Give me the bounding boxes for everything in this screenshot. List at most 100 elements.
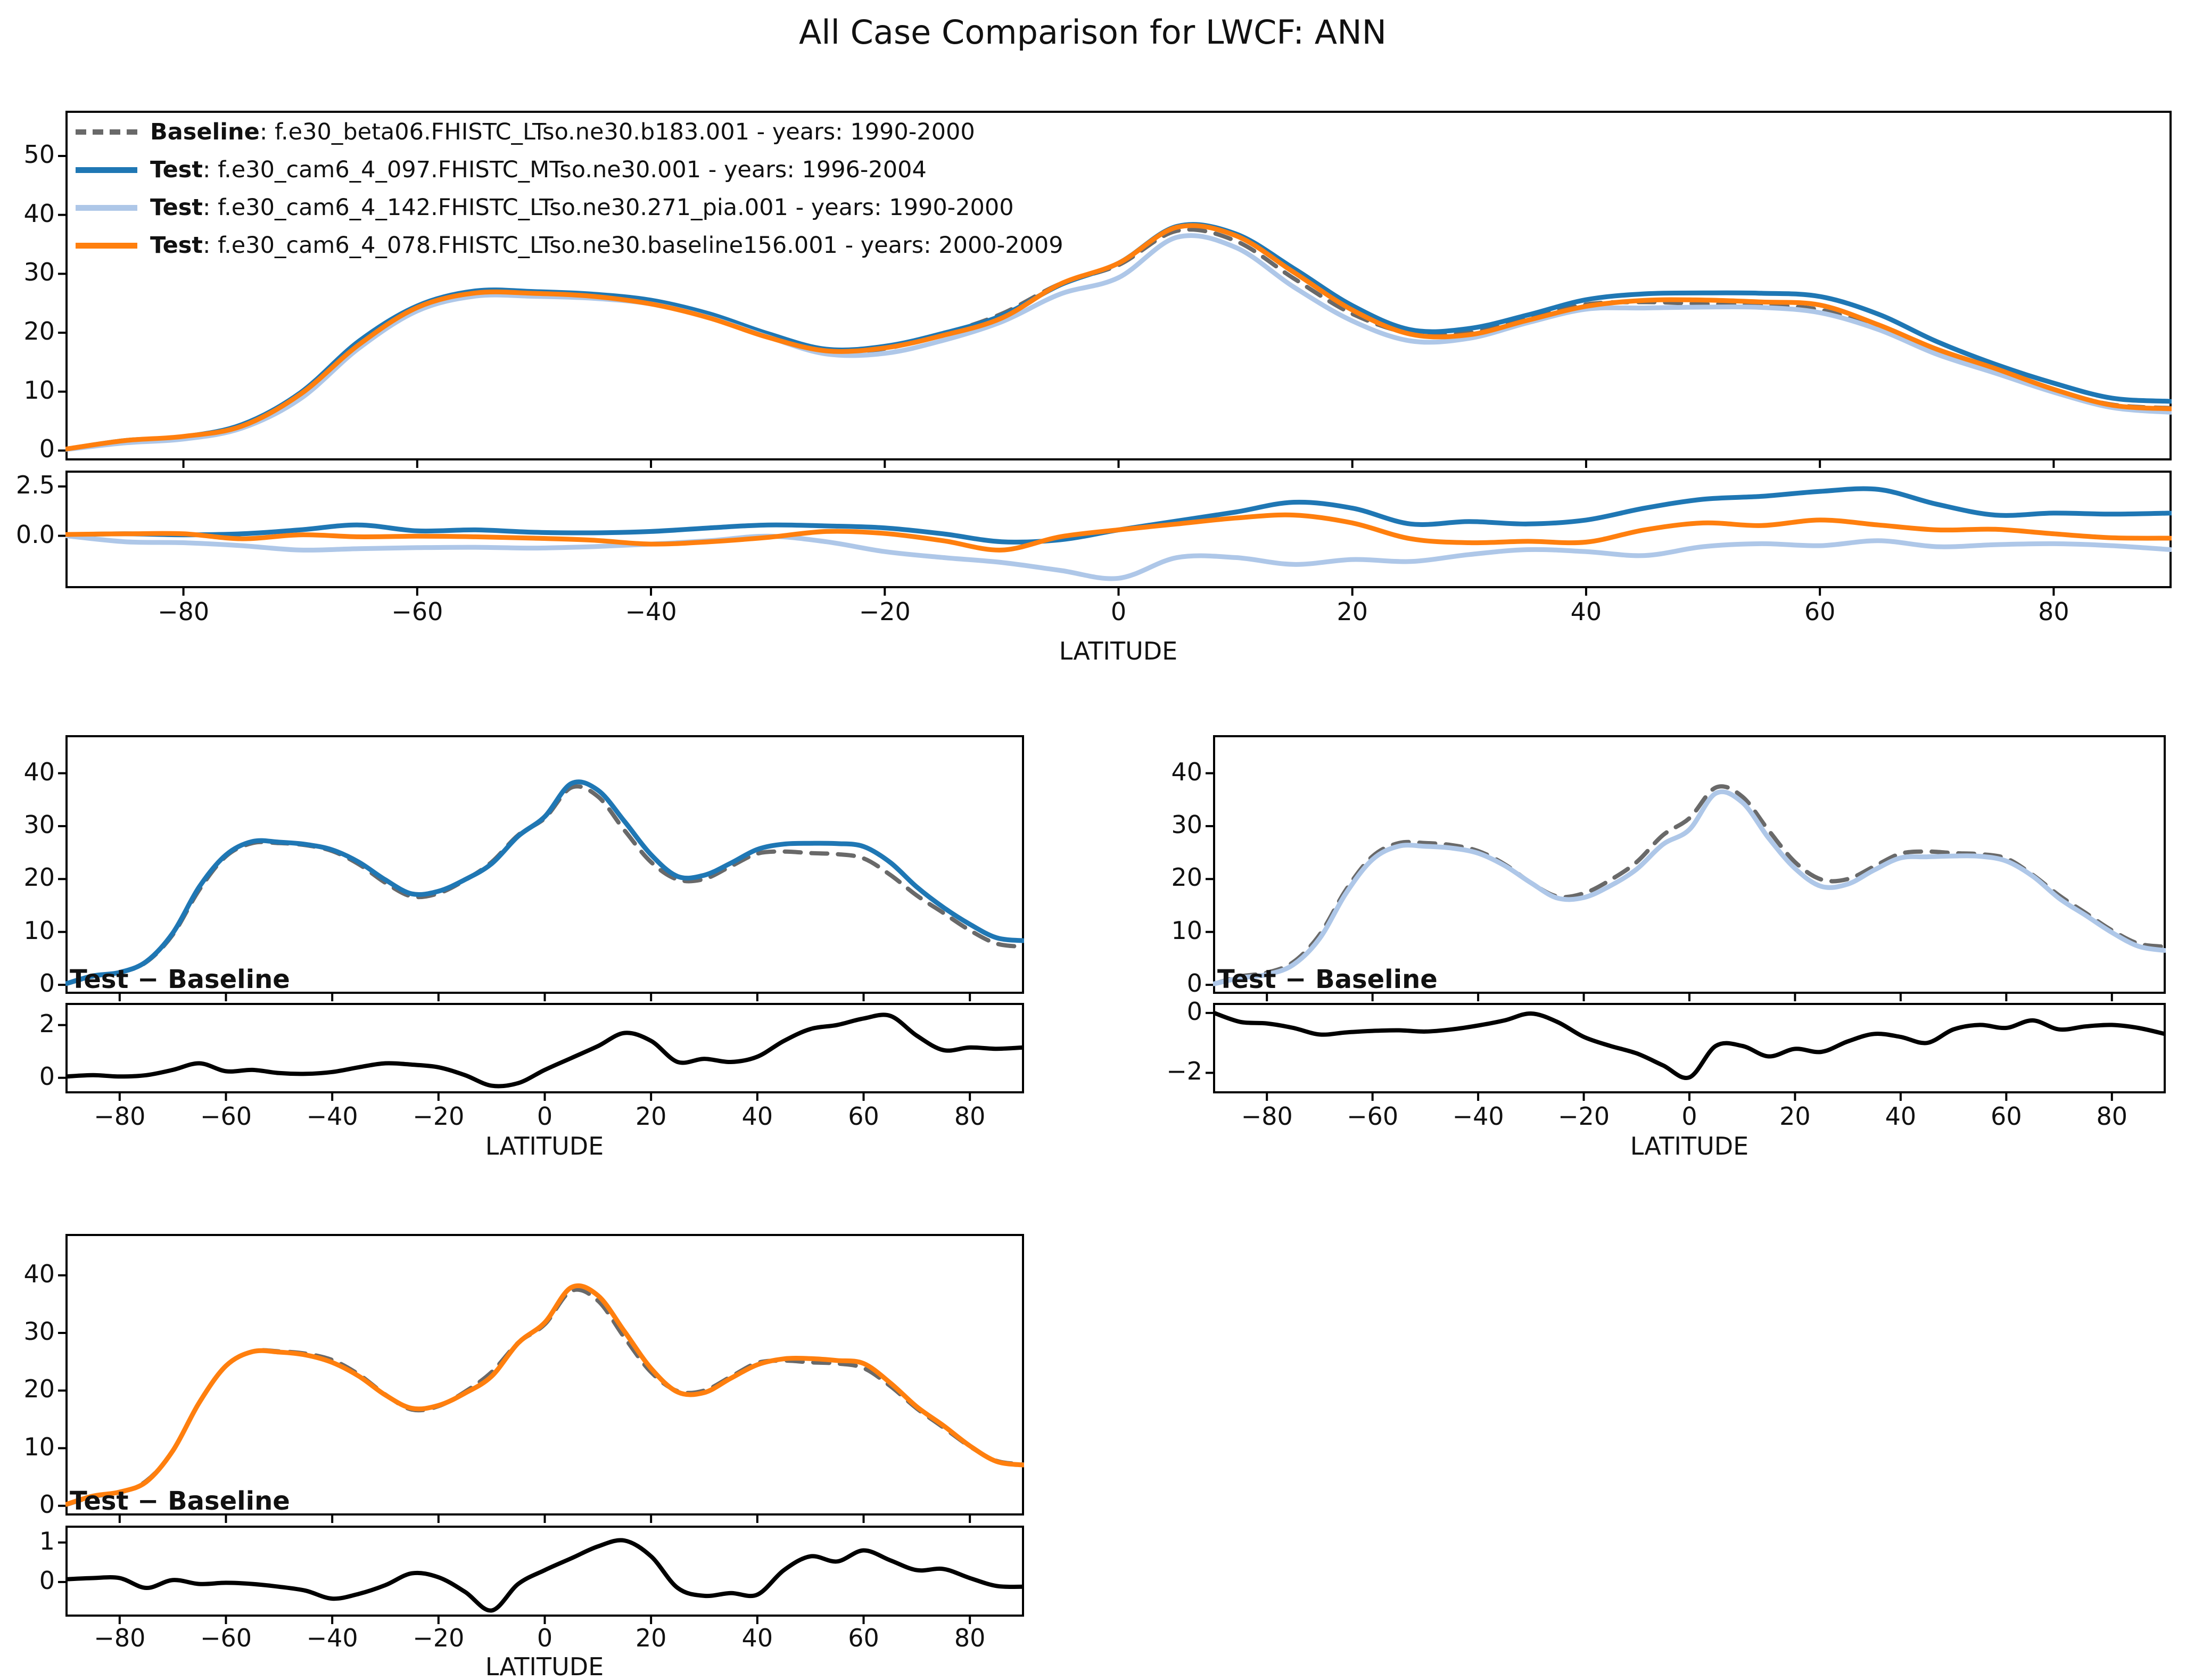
x-tick-label: −40 (1452, 1102, 1504, 1131)
diff-annotation-test3: Test − Baseline (70, 1486, 290, 1516)
y-tick-label: 20 (23, 863, 55, 892)
legend-item-test1: Test: f.e30_cam6_4_097.FHISTC_MTso.ne30.… (76, 157, 1063, 183)
y-tick-label: 20 (23, 317, 55, 346)
x-tick-label: 80 (2038, 597, 2069, 626)
legend-item-test3: Test: f.e30_cam6_4_078.FHISTC_LTso.ne30.… (76, 232, 1063, 259)
x-tick-label: −20 (1558, 1102, 1610, 1131)
x-tick-label: 20 (635, 1624, 667, 1652)
legend-label-text: : f.e30_cam6_4_097.FHISTC_MTso.ne30.001 … (202, 157, 927, 183)
x-tick-label: 40 (1570, 597, 1602, 626)
x-tick-label: −80 (94, 1624, 146, 1652)
y-tick-label: 30 (23, 810, 55, 839)
legend-swatch-test2 (76, 204, 137, 211)
page-title: All Case Comparison for LWCF: ANN (799, 13, 1387, 52)
y-tick-label: 30 (23, 258, 55, 287)
legend: Baseline: f.e30_beta06.FHISTC_LTso.ne30.… (76, 119, 1063, 259)
legend-label-text: : f.e30_cam6_4_142.FHISTC_LTso.ne30.271_… (202, 194, 1014, 221)
y-tick-label: 0 (39, 434, 55, 464)
y-tick-label: 10 (23, 1432, 55, 1461)
curve-test2-all-cases (65, 233, 2172, 452)
x-tick-label: 80 (2096, 1102, 2128, 1131)
x-tick-label: 40 (741, 1624, 773, 1652)
test2-vs-baseline-border (1213, 735, 2166, 994)
legend-label-bold: Test (150, 157, 203, 183)
diff-curve-d3-test3-vs-baseline (65, 1538, 1024, 1613)
legend-label-text: : f.e30_beta06.FHISTC_LTso.ne30.b183.001… (259, 119, 975, 145)
x-tick-label: 0 (537, 1102, 553, 1131)
x-tick-label: −80 (94, 1102, 146, 1131)
y-tick-label: −2 (1166, 1057, 1202, 1086)
x-tick-label: 60 (1991, 1102, 2022, 1131)
curve-test3-test3-vs-baseline (65, 1283, 1024, 1507)
x-axis-label-bottom: LATITUDE (485, 1652, 604, 1680)
curve-test3-all-cases (65, 223, 2172, 451)
legend-label-bold: Test (150, 194, 203, 221)
y-tick-label: 40 (1171, 757, 1202, 786)
diff-curve-d1-all-cases (65, 486, 2172, 545)
x-tick-label: −20 (413, 1102, 465, 1131)
y-tick-label: 0.0 (15, 520, 55, 549)
y-tick-label: 0 (1186, 969, 1202, 998)
diff-annotation-test1: Test − Baseline (70, 965, 290, 994)
diff-curve-d2-test2-vs-baseline (1213, 1010, 2166, 1080)
x-tick-label: 60 (848, 1624, 879, 1652)
x-tick-label: −60 (391, 597, 443, 626)
y-tick-label: 10 (1171, 916, 1202, 945)
y-tick-label: 50 (23, 140, 55, 169)
curve-test2-test2-vs-baseline (1213, 789, 2166, 986)
y-tick-label: 20 (1171, 863, 1202, 892)
legend-label-bold: Baseline (150, 119, 260, 145)
diff-curve-d2-all-cases (65, 533, 2172, 581)
x-tick-label: 40 (1885, 1102, 1917, 1131)
y-tick-label: 0 (1186, 997, 1202, 1026)
x-tick-label: −60 (200, 1102, 252, 1131)
y-tick-label: 2 (39, 1009, 55, 1038)
y-tick-label: 0 (39, 1489, 55, 1519)
y-tick-label: 40 (23, 757, 55, 786)
legend-swatch-test1 (76, 167, 137, 173)
y-tick-label: 0 (39, 1061, 55, 1091)
x-tick-label: −20 (413, 1624, 465, 1652)
x-tick-label: −60 (200, 1624, 252, 1652)
y-tick-label: 10 (23, 375, 55, 405)
x-tick-label: −60 (1347, 1102, 1399, 1131)
y-tick-label: 20 (23, 1374, 55, 1404)
y-tick-label: 1 (39, 1526, 55, 1555)
x-tick-label: 0 (1681, 1102, 1697, 1131)
x-tick-label: 40 (741, 1102, 773, 1131)
x-tick-label: −80 (158, 597, 210, 626)
curve-test1-test1-vs-baseline (65, 779, 1024, 986)
y-tick-label: 30 (1171, 810, 1202, 839)
diff-annotation-test2: Test − Baseline (1217, 965, 1438, 994)
x-axis-label-top: LATITUDE (1059, 637, 1178, 665)
test1-vs-baseline-border (65, 735, 1024, 994)
x-tick-label: 20 (1779, 1102, 1811, 1131)
y-tick-label: 40 (23, 1259, 55, 1288)
x-tick-label: 80 (954, 1102, 986, 1131)
legend-label-bold: Test (150, 232, 203, 259)
legend-item-baseline: Baseline: f.e30_beta06.FHISTC_LTso.ne30.… (76, 119, 1063, 145)
diff-curve-d3-all-cases (65, 512, 2172, 553)
legend-item-test2: Test: f.e30_cam6_4_142.FHISTC_LTso.ne30.… (76, 194, 1063, 221)
x-tick-label: 20 (1337, 597, 1368, 626)
diff-curve-d1-test1-vs-baseline (65, 1012, 1024, 1089)
y-tick-label: 0 (39, 1566, 55, 1595)
y-tick-label: 10 (23, 916, 55, 945)
x-tick-label: −40 (306, 1102, 358, 1131)
legend-swatch-baseline (76, 129, 137, 135)
y-tick-label: 30 (23, 1317, 55, 1346)
x-axis-label-mid-right: LATITUDE (1630, 1132, 1749, 1160)
x-tick-label: 20 (635, 1102, 667, 1131)
y-tick-label: 2.5 (15, 470, 55, 499)
x-tick-label: −40 (625, 597, 677, 626)
x-tick-label: 0 (537, 1624, 553, 1652)
y-tick-label: 40 (23, 199, 55, 228)
legend-label-text: : f.e30_cam6_4_078.FHISTC_LTso.ne30.base… (202, 232, 1063, 259)
x-tick-label: 60 (1804, 597, 1836, 626)
x-tick-label: 80 (954, 1624, 986, 1652)
x-tick-label: −20 (859, 597, 911, 626)
x-axis-label-mid-left: LATITUDE (485, 1132, 604, 1160)
x-tick-label: 60 (848, 1102, 879, 1131)
